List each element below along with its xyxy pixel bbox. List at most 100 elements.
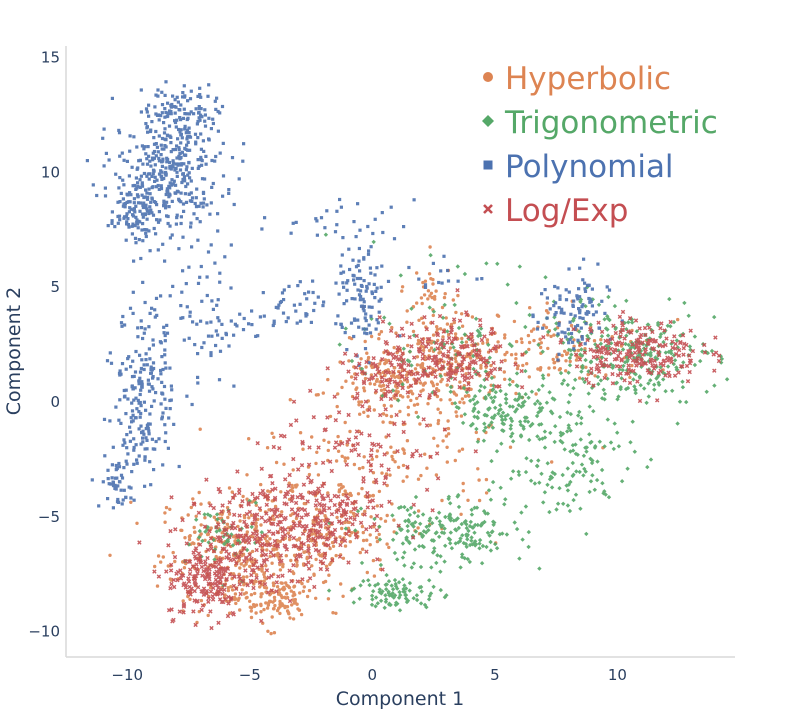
data-point [292, 571, 296, 576]
data-point [171, 284, 175, 288]
data-point [616, 353, 621, 359]
data-point [351, 507, 356, 512]
data-point [589, 385, 595, 390]
data-point [135, 521, 139, 525]
data-point [307, 588, 312, 593]
data-point [154, 296, 159, 300]
data-point [192, 112, 196, 116]
data-point [186, 173, 190, 177]
data-point [378, 558, 382, 562]
data-point [181, 610, 186, 615]
data-point [442, 360, 446, 364]
data-point [371, 231, 375, 236]
series-log-exp [137, 288, 722, 631]
data-point [144, 358, 148, 362]
data-point [485, 372, 490, 377]
data-point [570, 460, 575, 466]
data-point [430, 320, 435, 325]
data-point [577, 409, 582, 415]
data-point [655, 398, 660, 403]
data-point [400, 382, 405, 387]
data-point [182, 153, 186, 157]
data-point [269, 631, 273, 636]
data-point [328, 414, 333, 419]
data-point [123, 205, 127, 209]
data-point [551, 357, 555, 362]
data-point [482, 385, 487, 390]
data-point [278, 553, 283, 558]
data-point [255, 539, 260, 545]
data-point [368, 543, 372, 547]
data-point [431, 384, 436, 388]
data-point [353, 447, 358, 452]
data-point [378, 362, 382, 366]
data-point [415, 271, 419, 275]
data-point [333, 539, 338, 544]
data-point [661, 377, 666, 382]
data-point [401, 420, 406, 425]
data-point [249, 513, 254, 518]
data-point [165, 160, 169, 164]
data-point [186, 559, 192, 564]
data-point [488, 348, 493, 353]
data-point [122, 202, 126, 206]
data-point [316, 295, 320, 299]
data-point [543, 275, 548, 280]
data-point [156, 248, 160, 252]
data-point [159, 560, 163, 564]
data-point [590, 458, 595, 463]
data-point [314, 557, 318, 562]
data-point [588, 456, 593, 461]
data-point [154, 232, 158, 236]
data-point [353, 318, 357, 322]
data-point [481, 356, 486, 361]
data-point [346, 279, 350, 283]
data-point [353, 365, 359, 370]
data-point [597, 439, 602, 444]
data-point [189, 89, 193, 93]
data-point [138, 392, 142, 397]
data-point [646, 338, 652, 343]
data-point [135, 407, 139, 411]
data-point [268, 550, 274, 555]
data-point [427, 355, 432, 360]
data-point [381, 230, 385, 235]
data-point [588, 360, 594, 365]
data-point [246, 540, 252, 545]
data-point [510, 404, 515, 409]
data-point [238, 608, 242, 612]
data-point [252, 517, 257, 522]
data-point [663, 389, 668, 394]
data-point [203, 177, 207, 181]
data-point [403, 586, 409, 591]
data-point [398, 409, 402, 414]
data-point [212, 515, 216, 519]
data-point [418, 564, 424, 570]
data-point [352, 517, 357, 522]
data-point [113, 225, 117, 229]
data-point [381, 420, 385, 424]
data-point [613, 348, 618, 353]
data-point [579, 326, 583, 330]
data-point [558, 433, 564, 438]
data-point [364, 319, 368, 323]
data-point [656, 349, 661, 355]
data-point [111, 445, 115, 449]
data-point [148, 205, 152, 209]
data-point [434, 451, 440, 456]
data-point [655, 320, 661, 326]
data-point [651, 346, 657, 352]
data-point [140, 212, 145, 216]
data-point [514, 371, 520, 376]
data-point [106, 224, 110, 228]
data-point [172, 584, 177, 590]
data-point [169, 105, 173, 109]
data-point [599, 350, 604, 355]
data-point [150, 211, 154, 215]
data-point [271, 531, 276, 537]
data-point [248, 564, 252, 569]
data-point [648, 350, 653, 355]
data-point [593, 374, 597, 378]
data-point [440, 365, 445, 371]
